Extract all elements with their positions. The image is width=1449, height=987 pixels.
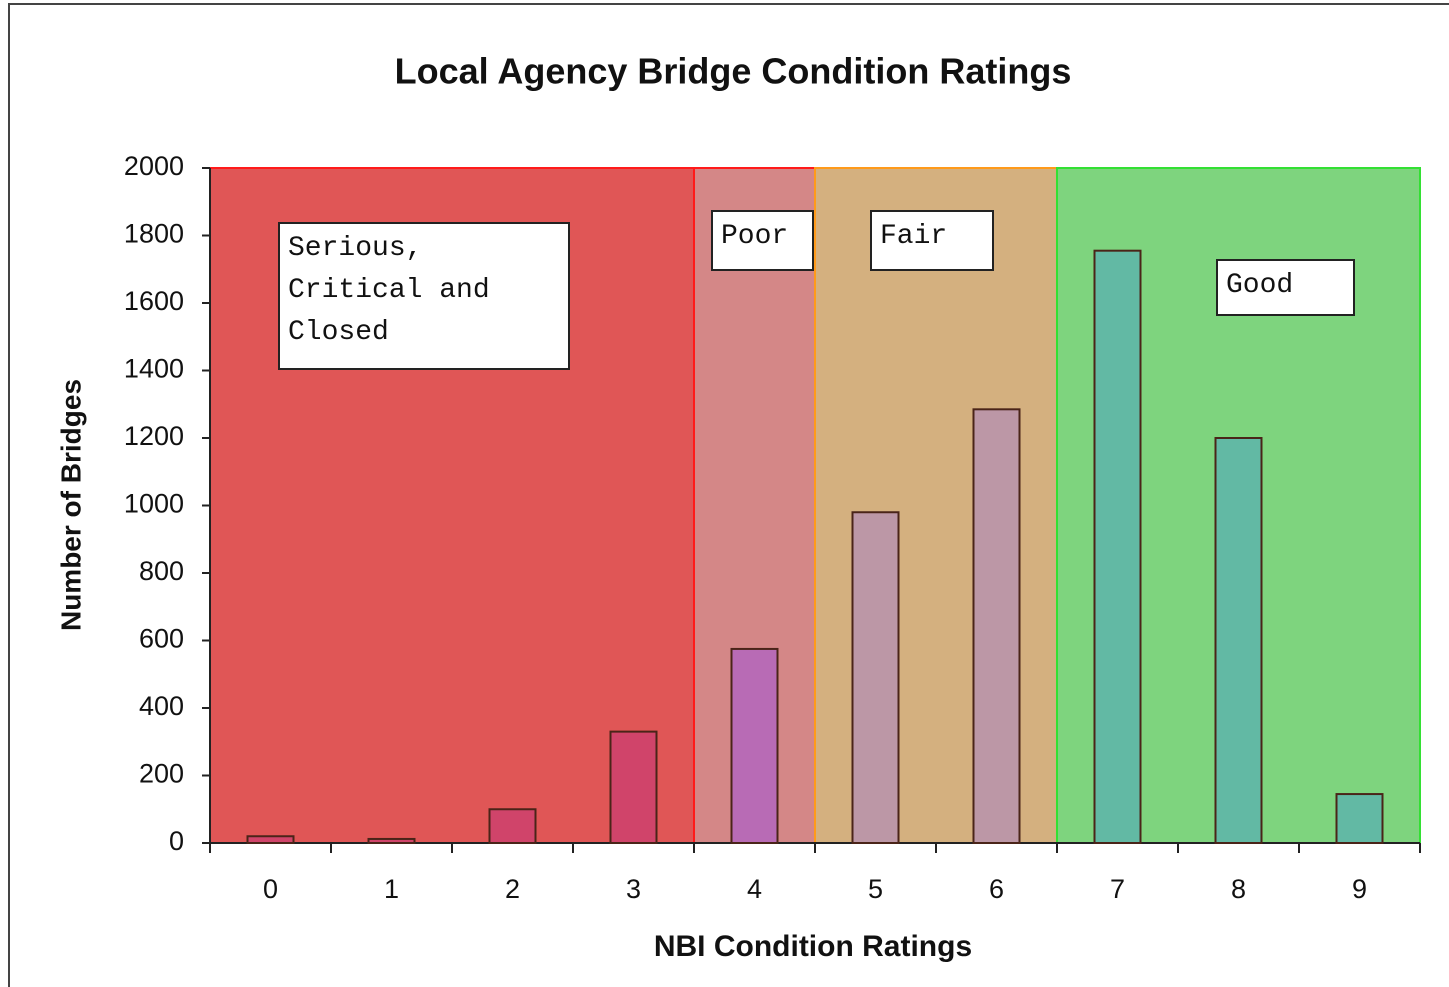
y-tick-label: 400 <box>139 691 184 721</box>
bar <box>1093 249 1142 844</box>
x-tick-label: 5 <box>868 874 883 904</box>
y-tick-label: 1000 <box>124 489 184 519</box>
bar <box>730 647 779 844</box>
x-axis-label: NBI Condition Ratings <box>654 930 972 963</box>
bar <box>609 730 658 844</box>
chart-title: Local Agency Bridge Condition Ratings <box>395 51 1072 92</box>
band-label: Poor <box>711 210 814 271</box>
x-tick-label: 2 <box>505 874 520 904</box>
x-tick-label: 3 <box>626 874 641 904</box>
y-tick-label: 1800 <box>124 219 184 249</box>
bar <box>367 837 416 845</box>
band-label: Good <box>1216 259 1355 316</box>
y-tick-label: 2000 <box>124 151 184 181</box>
bar <box>246 835 295 844</box>
x-tick-label: 6 <box>989 874 1004 904</box>
y-tick-label: 200 <box>139 759 184 789</box>
y-tick-label: 1200 <box>124 421 184 451</box>
x-tick-label: 1 <box>384 874 399 904</box>
bar <box>488 808 537 844</box>
x-tick-label: 7 <box>1110 874 1125 904</box>
x-tick-label: 9 <box>1352 874 1367 904</box>
y-tick-label: 1600 <box>124 286 184 316</box>
y-tick-label: 0 <box>169 826 184 856</box>
band-label: Fair <box>870 210 994 271</box>
y-axis-label: Number of Bridges <box>55 379 86 631</box>
x-tick-label: 8 <box>1231 874 1246 904</box>
band-label: Serious, Critical and Closed <box>278 222 570 370</box>
x-tick-label: 4 <box>747 874 762 904</box>
bar <box>1214 437 1263 844</box>
x-tick-label: 0 <box>263 874 278 904</box>
bar <box>972 408 1021 844</box>
y-tick-label: 600 <box>139 624 184 654</box>
bar <box>1335 793 1384 844</box>
y-tick-label: 800 <box>139 556 184 586</box>
y-tick-label: 1400 <box>124 354 184 384</box>
bar <box>851 511 900 844</box>
